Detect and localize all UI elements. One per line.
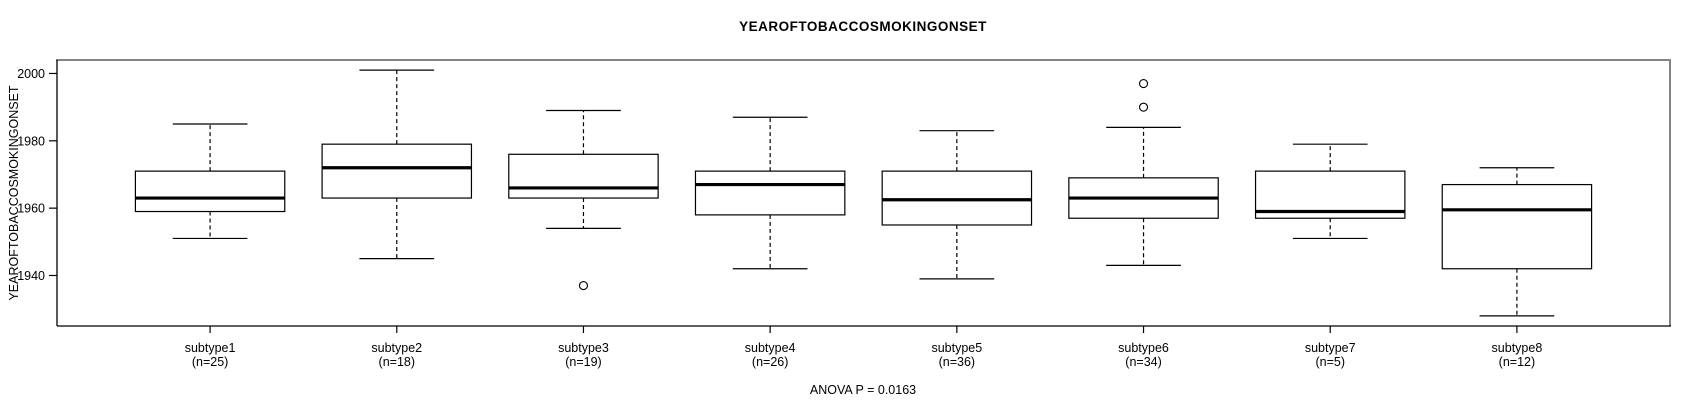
- iqr-box: [1441, 183, 1593, 270]
- iqr-box: [134, 170, 286, 213]
- category-n-label: (n=5): [1315, 355, 1345, 369]
- outlier-point: [578, 281, 589, 291]
- category-label: subtype4: [745, 341, 796, 355]
- category-n-label: (n=34): [1125, 355, 1161, 369]
- category-n-label: (n=26): [752, 355, 788, 369]
- category-label: subtype3: [558, 341, 609, 355]
- category-label: subtype7: [1305, 341, 1356, 355]
- category-n-label: (n=18): [379, 355, 415, 369]
- chart-title: YEAROFTOBACCOSMOKINGONSET: [739, 19, 987, 34]
- y-tick-label: 1940: [17, 269, 45, 283]
- y-tick-label: 1960: [17, 202, 45, 216]
- iqr-box: [321, 143, 473, 199]
- y-tick-label: 2000: [17, 67, 45, 81]
- iqr-box: [508, 153, 659, 199]
- category-label: subtype2: [371, 341, 422, 355]
- iqr-box: [881, 170, 1033, 226]
- anova-annotation: ANOVA P = 0.0163: [810, 383, 916, 397]
- category-label: subtype5: [931, 341, 982, 355]
- y-tick-label: 1980: [17, 134, 45, 148]
- category-n-label: (n=19): [565, 355, 601, 369]
- category-n-label: (n=25): [192, 355, 228, 369]
- outlier-point: [1138, 79, 1149, 89]
- category-label: subtype6: [1118, 341, 1169, 355]
- category-n-label: (n=12): [1499, 355, 1535, 369]
- category-label: subtype8: [1492, 341, 1543, 355]
- outlier-point: [1138, 102, 1149, 112]
- category-label: subtype1: [185, 341, 236, 355]
- iqr-box: [694, 170, 846, 216]
- plot-layer: 1940196019802000subtype1(n=25)subtype2(n…: [17, 59, 1671, 369]
- category-n-label: (n=36): [939, 355, 975, 369]
- y-axis-label: YEAROFTOBACCOSMOKINGONSET: [7, 85, 21, 300]
